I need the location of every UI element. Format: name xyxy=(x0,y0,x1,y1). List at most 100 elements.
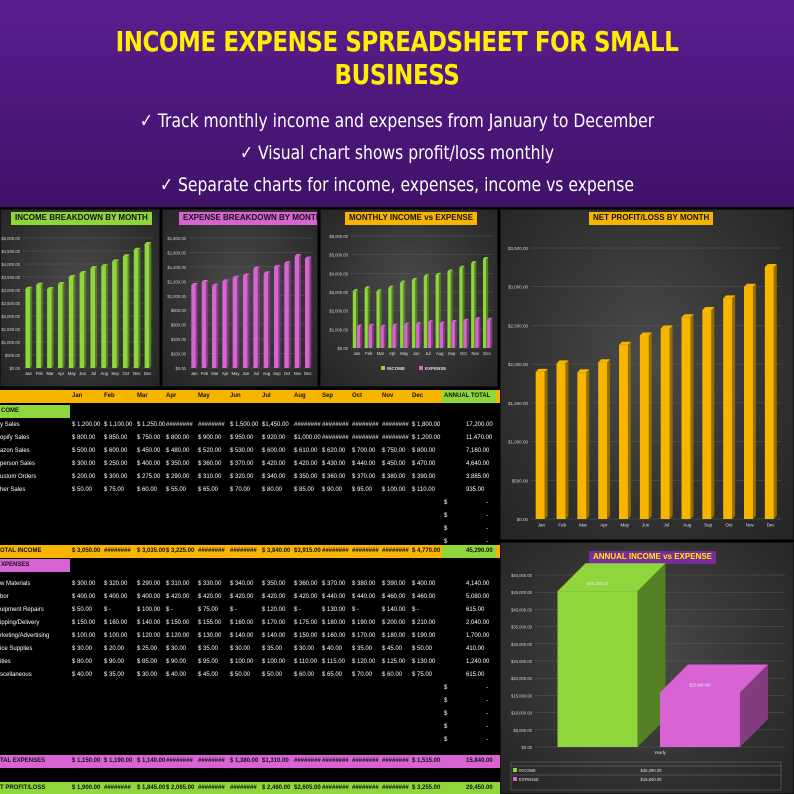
table-cell[interactable]: $ 520.00 xyxy=(198,448,222,454)
table-cell[interactable]: $ 800.00 xyxy=(166,435,190,441)
row-label[interactable]: opify Sales xyxy=(0,435,30,441)
table-cell[interactable]: $ 500.00 xyxy=(72,448,96,454)
table-cell[interactable]: ######## xyxy=(198,548,225,554)
blank-cell[interactable]: - xyxy=(486,526,488,532)
table-cell[interactable]: $ 65.00 xyxy=(198,487,219,493)
table-cell[interactable]: $ 140.00 xyxy=(137,620,161,626)
table-cell[interactable]: $ 3,225.00 xyxy=(166,548,195,554)
row-total[interactable]: 7,160.00 xyxy=(466,448,490,454)
table-cell[interactable]: $ 275.00 xyxy=(137,474,161,480)
blank-cell[interactable]: $ xyxy=(444,539,448,545)
table-cell[interactable]: $ 100.00 xyxy=(382,487,406,493)
table-cell[interactable]: $ 1,500.00 xyxy=(230,422,259,428)
table-cell[interactable]: $ 60.00 xyxy=(137,487,158,493)
table-cell[interactable]: $ 420.00 xyxy=(230,594,254,600)
table-cell[interactable]: $ - xyxy=(230,607,238,613)
table-cell[interactable]: $ 85.00 xyxy=(137,659,158,665)
table-cell[interactable]: $ 50.00 xyxy=(412,646,433,652)
total-income-label[interactable]: OTAL INCOME xyxy=(0,548,42,554)
table-cell[interactable]: $ 115.00 xyxy=(322,659,345,665)
annual-total-header[interactable]: ANNUAL TOTAL xyxy=(444,393,491,399)
table-cell[interactable]: $ 200.00 xyxy=(382,620,406,626)
row-label[interactable]: w Materials xyxy=(0,581,31,587)
table-cell[interactable]: $ 380.00 xyxy=(352,581,376,587)
row-total[interactable]: 29,450.00 xyxy=(466,785,493,791)
table-cell[interactable]: ######## xyxy=(294,758,321,764)
row-label[interactable]: bor xyxy=(0,594,9,600)
row-total[interactable]: 4,640.00 xyxy=(466,461,490,467)
row-total[interactable]: 1,700.00 xyxy=(466,633,490,639)
table-cell[interactable]: $ 110.00 xyxy=(412,487,435,493)
table-cell[interactable]: $1,310.00 xyxy=(262,758,289,764)
table-cell[interactable]: $ 400.00 xyxy=(137,594,161,600)
table-cell[interactable]: $ 85.00 xyxy=(294,487,315,493)
table-cell[interactable]: $ 160.00 xyxy=(104,620,128,626)
blank-cell[interactable]: - xyxy=(486,513,488,519)
table-cell[interactable]: $ 150.00 xyxy=(72,620,96,626)
blank-cell[interactable]: $ xyxy=(444,513,448,519)
table-cell[interactable]: ######## xyxy=(230,785,257,791)
table-cell[interactable]: $ 530.00 xyxy=(230,448,254,454)
table-cell[interactable]: $ 120.00 xyxy=(137,633,161,639)
table-cell[interactable]: $ 60.00 xyxy=(382,672,403,678)
table-cell[interactable]: ######## xyxy=(352,422,379,428)
table-cell[interactable]: ######## xyxy=(198,758,225,764)
table-cell[interactable]: $ 1,100.00 xyxy=(104,422,133,428)
table-cell[interactable]: $ 70.00 xyxy=(352,672,373,678)
income-section-label[interactable]: COME xyxy=(1,408,19,414)
table-cell[interactable]: $ 120.00 xyxy=(166,633,190,639)
blank-cell[interactable]: - xyxy=(486,711,488,717)
row-label[interactable]: ustom Orders xyxy=(0,474,37,480)
table-cell[interactable]: $ 3,035.00 xyxy=(137,548,166,554)
table-cell[interactable]: $ 340.00 xyxy=(230,581,254,587)
table-cell[interactable]: $ 1,200.00 xyxy=(72,422,101,428)
table-cell[interactable]: $ 65.00 xyxy=(322,672,343,678)
table-cell[interactable]: ######## xyxy=(322,548,349,554)
row-label[interactable]: y Sales xyxy=(0,422,20,428)
month-header[interactable]: Mar xyxy=(137,393,148,399)
table-cell[interactable]: ######## xyxy=(322,435,349,441)
table-cell[interactable]: $ 50.00 xyxy=(72,487,93,493)
table-cell[interactable]: $ 600.00 xyxy=(262,448,286,454)
month-header[interactable]: May xyxy=(198,393,210,399)
table-cell[interactable]: $ 90.00 xyxy=(104,659,125,665)
table-cell[interactable]: $ 180.00 xyxy=(382,633,406,639)
table-cell[interactable]: $ 370.00 xyxy=(322,581,346,587)
row-label[interactable]: ice Supplies xyxy=(0,646,33,652)
table-cell[interactable]: $ 850.00 xyxy=(104,435,128,441)
table-cell[interactable]: $ 50.00 xyxy=(230,672,251,678)
blank-cell[interactable]: - xyxy=(486,724,488,730)
table-cell[interactable]: $ 350.00 xyxy=(166,461,190,467)
table-cell[interactable]: $ 150.00 xyxy=(294,633,318,639)
blank-cell[interactable]: $ xyxy=(444,526,448,532)
blank-cell[interactable]: $ xyxy=(444,711,448,717)
expenses-section-label[interactable]: XPENSES xyxy=(1,562,30,568)
table-cell[interactable]: $ 75.00 xyxy=(412,672,433,678)
spreadsheet[interactable]: Jan Feb Mar Apr May Jun Jul Aug Sep Oct Nov Dec ANNU… xyxy=(0,388,500,794)
table-cell[interactable]: ######## xyxy=(166,758,193,764)
table-cell[interactable]: $ 750.00 xyxy=(382,448,406,454)
table-cell[interactable]: $ 75.00 xyxy=(198,607,219,613)
table-cell[interactable]: $ 470.00 xyxy=(412,461,436,467)
row-total[interactable]: 4,140.00 xyxy=(466,581,490,587)
table-cell[interactable]: $ 95.00 xyxy=(352,487,373,493)
table-cell[interactable]: $ 350.00 xyxy=(294,474,318,480)
table-cell[interactable]: $ 1,250.00 xyxy=(137,422,166,428)
table-cell[interactable]: $ 1,190.00 xyxy=(104,758,133,764)
month-header[interactable]: Apr xyxy=(166,393,177,399)
table-cell[interactable]: $ 160.00 xyxy=(322,633,346,639)
blank-cell[interactable]: $ xyxy=(444,737,448,743)
table-cell[interactable]: $ 35.00 xyxy=(104,672,125,678)
table-cell[interactable]: $ 95.00 xyxy=(198,659,219,665)
table-cell[interactable]: ######## xyxy=(104,785,131,791)
row-total[interactable]: 3,885.00 xyxy=(466,474,490,480)
row-label[interactable]: scellaneous xyxy=(0,672,32,678)
table-cell[interactable]: ######## xyxy=(352,758,379,764)
table-cell[interactable]: $ 400.00 xyxy=(137,461,161,467)
table-cell[interactable]: ######## xyxy=(382,758,409,764)
table-cell[interactable]: $ 55.00 xyxy=(166,487,187,493)
row-label[interactable]: ities xyxy=(0,659,11,665)
blank-cell[interactable]: $ xyxy=(444,685,448,691)
table-cell[interactable]: $ 2,085.00 xyxy=(166,785,195,791)
row-label[interactable]: her Sales xyxy=(0,487,26,493)
